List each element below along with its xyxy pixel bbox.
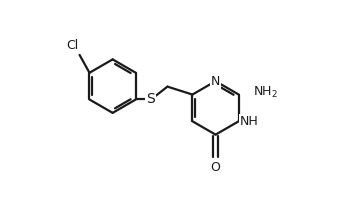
Text: NH: NH xyxy=(240,115,259,128)
Text: S: S xyxy=(146,92,155,107)
Text: Cl: Cl xyxy=(66,39,79,52)
Text: O: O xyxy=(211,161,220,174)
Text: NH$_2$: NH$_2$ xyxy=(253,85,278,100)
Text: N: N xyxy=(211,75,220,88)
